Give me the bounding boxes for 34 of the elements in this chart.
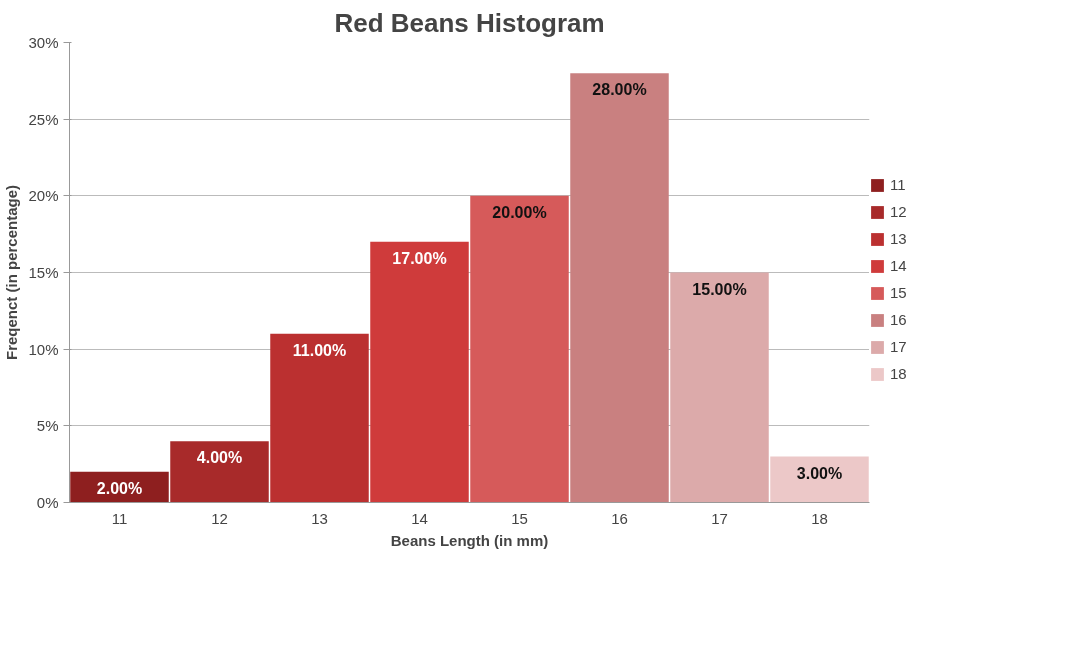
x-tick-label: 12 bbox=[211, 509, 228, 527]
x-tick-label: 11 bbox=[111, 509, 128, 527]
y-tick-label: 15% bbox=[28, 264, 59, 281]
data-label: 3.00% bbox=[796, 464, 843, 482]
x-axis-title: Beans Length (in mm) bbox=[390, 531, 549, 549]
data-label: 28.00% bbox=[592, 81, 647, 99]
chart-title: Red Beans Histogram bbox=[334, 7, 605, 38]
data-label: 11.00% bbox=[292, 341, 347, 359]
x-tick-label: 14 bbox=[411, 509, 428, 527]
x-tick-label: 16 bbox=[611, 509, 628, 527]
legend-label: 16 bbox=[890, 311, 908, 328]
legend-label: 17 bbox=[890, 338, 908, 355]
y-tick-label: 0% bbox=[36, 494, 59, 511]
x-tick-label: 15 bbox=[511, 509, 528, 527]
legend-label: 18 bbox=[890, 365, 908, 382]
legend-label: 14 bbox=[890, 257, 908, 274]
legend-label: 13 bbox=[890, 230, 908, 247]
y-tick-label: 20% bbox=[28, 187, 59, 205]
legend-label: 11 bbox=[890, 176, 907, 193]
data-label: 20.00% bbox=[492, 203, 547, 221]
y-tick-label: 25% bbox=[28, 110, 59, 128]
data-label: 15.00% bbox=[692, 280, 747, 298]
x-tick-label: 13 bbox=[311, 509, 328, 527]
y-tick-label: 30% bbox=[28, 34, 59, 51]
y-tick-label: 10% bbox=[28, 340, 59, 358]
x-tick-label: 17 bbox=[711, 509, 728, 527]
legend-label: 15 bbox=[890, 284, 908, 301]
data-label: 4.00% bbox=[196, 449, 243, 467]
data-label: 2.00% bbox=[96, 479, 143, 497]
y-axis-title: Freqenct (in percentage) bbox=[3, 184, 21, 361]
data-label: 17.00% bbox=[392, 249, 447, 267]
y-tick-label: 5% bbox=[36, 417, 59, 435]
legend-label: 12 bbox=[890, 203, 908, 220]
x-tick-label: 18 bbox=[811, 509, 828, 527]
